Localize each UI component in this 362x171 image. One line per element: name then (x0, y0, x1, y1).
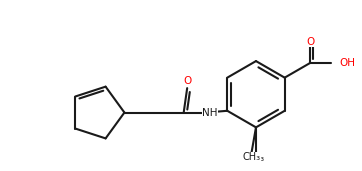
Text: O: O (183, 76, 191, 86)
Text: NH: NH (202, 108, 218, 117)
Text: CH₃: CH₃ (247, 153, 265, 163)
Text: CH₃: CH₃ (243, 152, 261, 162)
Text: OH: OH (339, 58, 355, 68)
Text: O: O (306, 37, 315, 47)
